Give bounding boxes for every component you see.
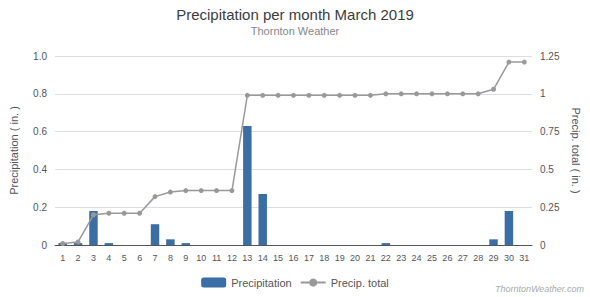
svg-text:9: 9 (183, 253, 188, 263)
svg-text:ThorntonWeather.com: ThorntonWeather.com (495, 284, 585, 294)
svg-text:0.8: 0.8 (33, 88, 47, 99)
svg-text:19: 19 (335, 253, 345, 263)
svg-text:17: 17 (304, 253, 314, 263)
svg-text:Precip. total ( in. ): Precip. total ( in. ) (570, 107, 582, 193)
svg-text:0.25: 0.25 (540, 202, 560, 213)
svg-text:2: 2 (76, 253, 81, 263)
svg-text:10: 10 (196, 253, 206, 263)
svg-text:Thornton Weather: Thornton Weather (251, 25, 340, 37)
svg-text:0.2: 0.2 (33, 202, 47, 213)
svg-text:29: 29 (489, 253, 499, 263)
svg-text:3: 3 (91, 253, 96, 263)
svg-text:Precip. total: Precip. total (331, 277, 389, 289)
svg-text:27: 27 (458, 253, 468, 263)
svg-text:20: 20 (350, 253, 360, 263)
svg-text:1: 1 (60, 253, 65, 263)
svg-text:22: 22 (381, 253, 391, 263)
svg-text:1: 1 (540, 88, 546, 99)
svg-text:Precipitation per month March: Precipitation per month March 2019 (176, 6, 414, 23)
svg-text:24: 24 (412, 253, 422, 263)
svg-text:1.0: 1.0 (33, 51, 47, 62)
svg-text:0.4: 0.4 (33, 164, 47, 175)
svg-text:0: 0 (540, 240, 546, 251)
svg-text:0.6: 0.6 (33, 126, 47, 137)
svg-text:8: 8 (168, 253, 173, 263)
svg-text:1.25: 1.25 (540, 51, 560, 62)
svg-text:7: 7 (153, 253, 158, 263)
svg-text:4: 4 (106, 253, 111, 263)
svg-text:Precipitation ( in. ): Precipitation ( in. ) (8, 106, 20, 195)
svg-text:Precipitation: Precipitation (231, 277, 292, 289)
svg-text:6: 6 (137, 253, 142, 263)
svg-text:30: 30 (504, 253, 514, 263)
svg-text:5: 5 (122, 253, 127, 263)
svg-text:15: 15 (273, 253, 283, 263)
svg-text:25: 25 (427, 253, 437, 263)
svg-text:0.5: 0.5 (540, 164, 554, 175)
svg-text:18: 18 (319, 253, 329, 263)
svg-text:11: 11 (212, 253, 221, 263)
svg-text:0: 0 (41, 240, 47, 251)
svg-text:31: 31 (519, 253, 529, 263)
svg-text:28: 28 (473, 253, 483, 263)
svg-text:14: 14 (258, 253, 268, 263)
svg-text:0.75: 0.75 (540, 126, 560, 137)
svg-text:23: 23 (396, 253, 406, 263)
svg-text:21: 21 (365, 253, 375, 263)
svg-text:13: 13 (242, 253, 252, 263)
svg-text:12: 12 (227, 253, 237, 263)
svg-text:16: 16 (288, 253, 298, 263)
svg-text:26: 26 (442, 253, 452, 263)
